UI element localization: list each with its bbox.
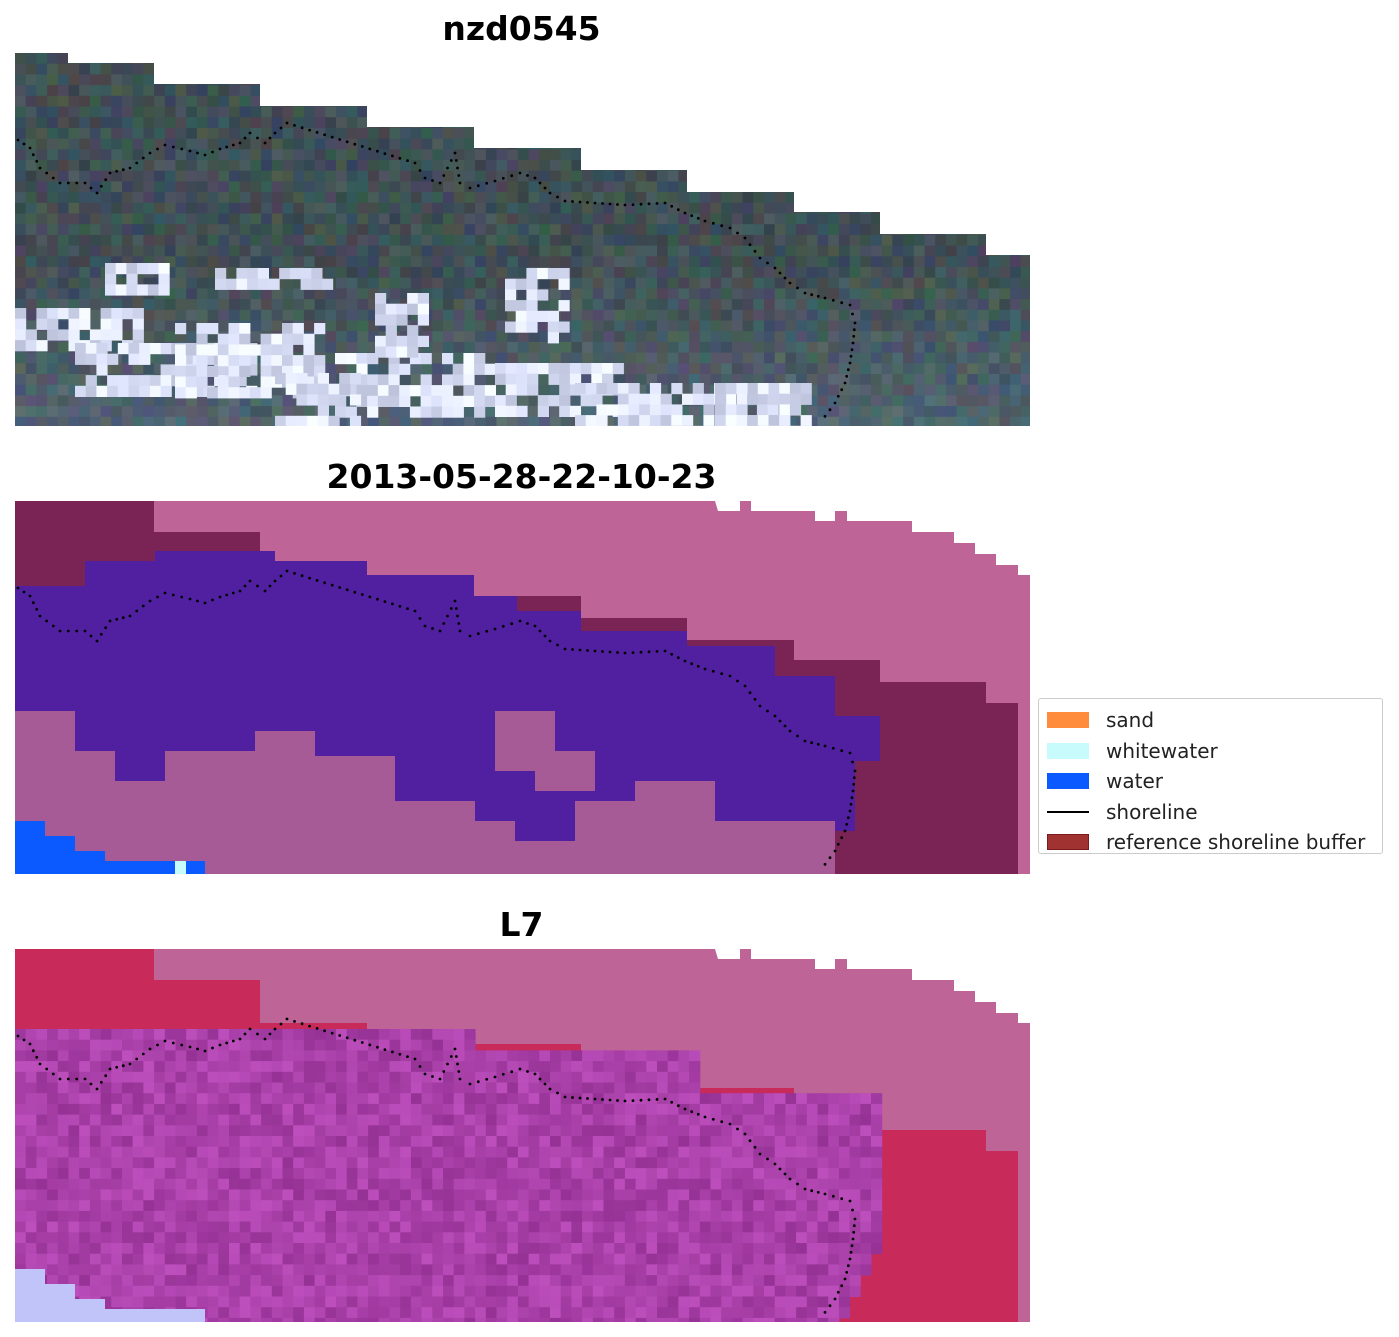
water-class [15, 551, 880, 841]
shoreline-dots [16, 1017, 857, 1314]
edge-mask [715, 949, 1030, 1023]
legend-label: water [1106, 769, 1163, 794]
classified-image-panel [15, 501, 1030, 874]
nonwater-patches [495, 711, 595, 791]
legend-label: shoreline [1106, 799, 1198, 824]
water-index [15, 1029, 883, 1322]
rgb-image-panel [15, 53, 1030, 426]
bright-water-index [15, 1269, 205, 1322]
legend-label: sand [1106, 708, 1155, 733]
legend: sand whitewater water shoreline referenc… [1038, 698, 1383, 854]
legend-item-sand: sand [1047, 705, 1382, 736]
legend-swatch-sand [1047, 712, 1089, 729]
legend-swatch-whitewater [1047, 742, 1089, 759]
panel-title-rgb: nzd0545 [442, 9, 601, 48]
shoreline-dots [16, 569, 857, 866]
nodata-mask [15, 53, 1030, 255]
whitewater-pixel [175, 861, 186, 874]
index-image-panel [15, 949, 1030, 1322]
legend-label: whitewater [1106, 738, 1218, 763]
legend-swatch-water [1047, 773, 1089, 790]
bright-water [15, 821, 205, 874]
edge-mask [715, 501, 1030, 575]
legend-swatch-reference-buffer [1047, 834, 1089, 851]
legend-item-whitewater: whitewater [1047, 736, 1382, 767]
legend-item-water: water [1047, 766, 1382, 797]
legend-item-reference-buffer: reference shoreline buffer [1047, 827, 1382, 858]
panel-title-classified: 2013-05-28-22-10-23 [326, 457, 717, 496]
legend-line-shoreline [1047, 810, 1089, 813]
rgb-whitewater [15, 263, 812, 426]
legend-label: reference shoreline buffer [1106, 830, 1366, 855]
panel-title-index: L7 [499, 905, 544, 944]
legend-item-shoreline: shoreline [1047, 797, 1382, 828]
shoreline-dots [16, 121, 857, 418]
